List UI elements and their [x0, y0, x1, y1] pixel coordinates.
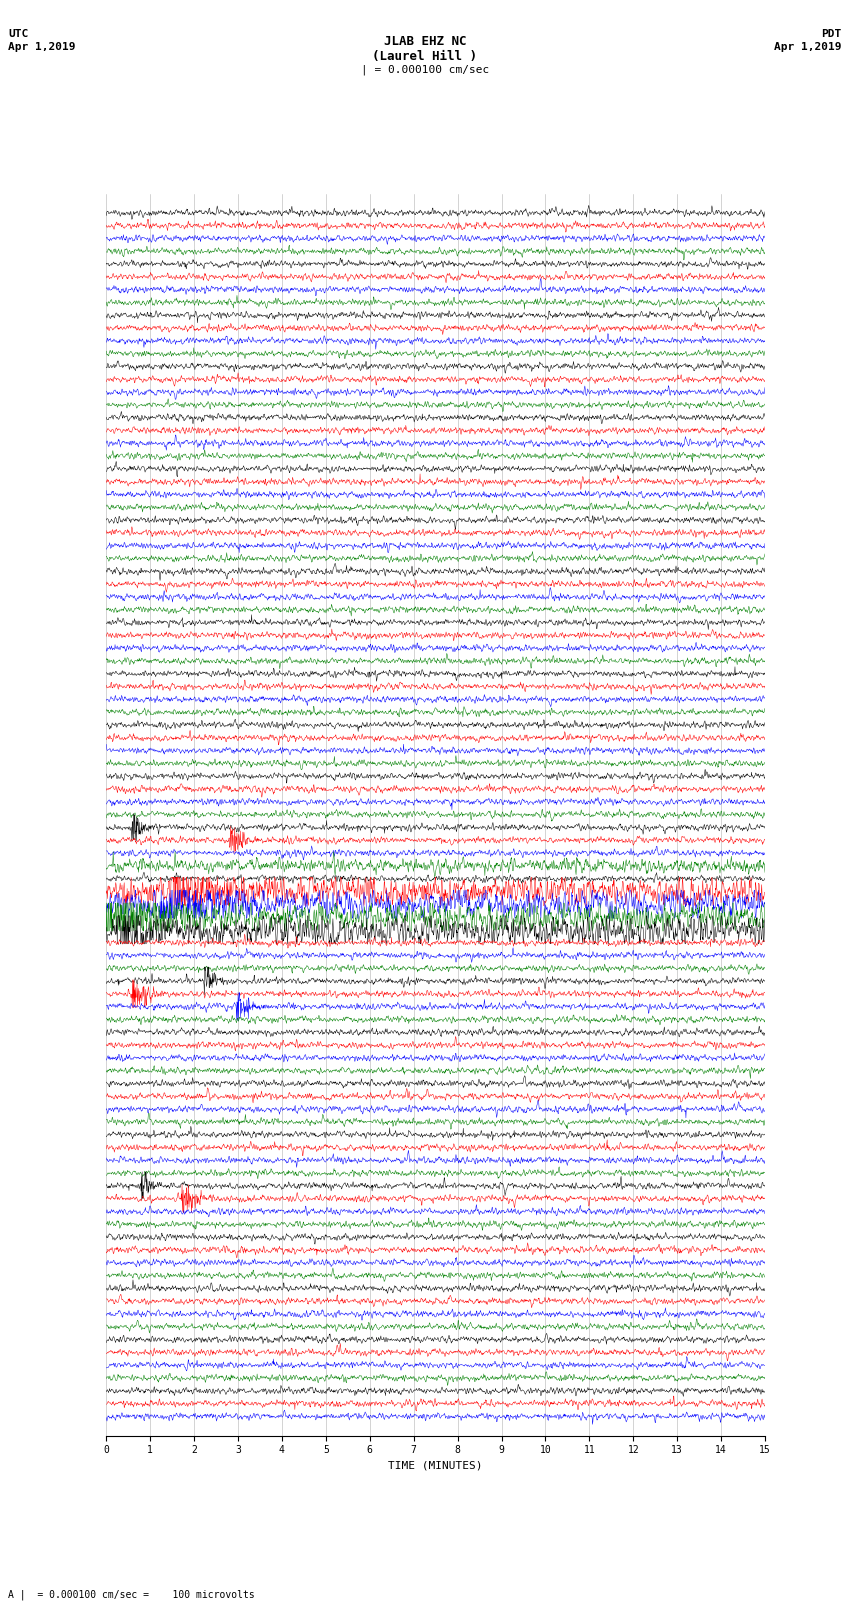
Text: Apr 1,2019: Apr 1,2019 — [774, 42, 842, 52]
X-axis label: TIME (MINUTES): TIME (MINUTES) — [388, 1461, 483, 1471]
Text: (Laurel Hill ): (Laurel Hill ) — [372, 50, 478, 63]
Text: | = 0.000100 cm/sec: | = 0.000100 cm/sec — [361, 65, 489, 76]
Text: JLAB EHZ NC: JLAB EHZ NC — [383, 35, 467, 48]
Text: PDT: PDT — [821, 29, 842, 39]
Text: Apr 1,2019: Apr 1,2019 — [8, 42, 76, 52]
Text: UTC: UTC — [8, 29, 29, 39]
Text: A |  = 0.000100 cm/sec =    100 microvolts: A | = 0.000100 cm/sec = 100 microvolts — [8, 1589, 255, 1600]
